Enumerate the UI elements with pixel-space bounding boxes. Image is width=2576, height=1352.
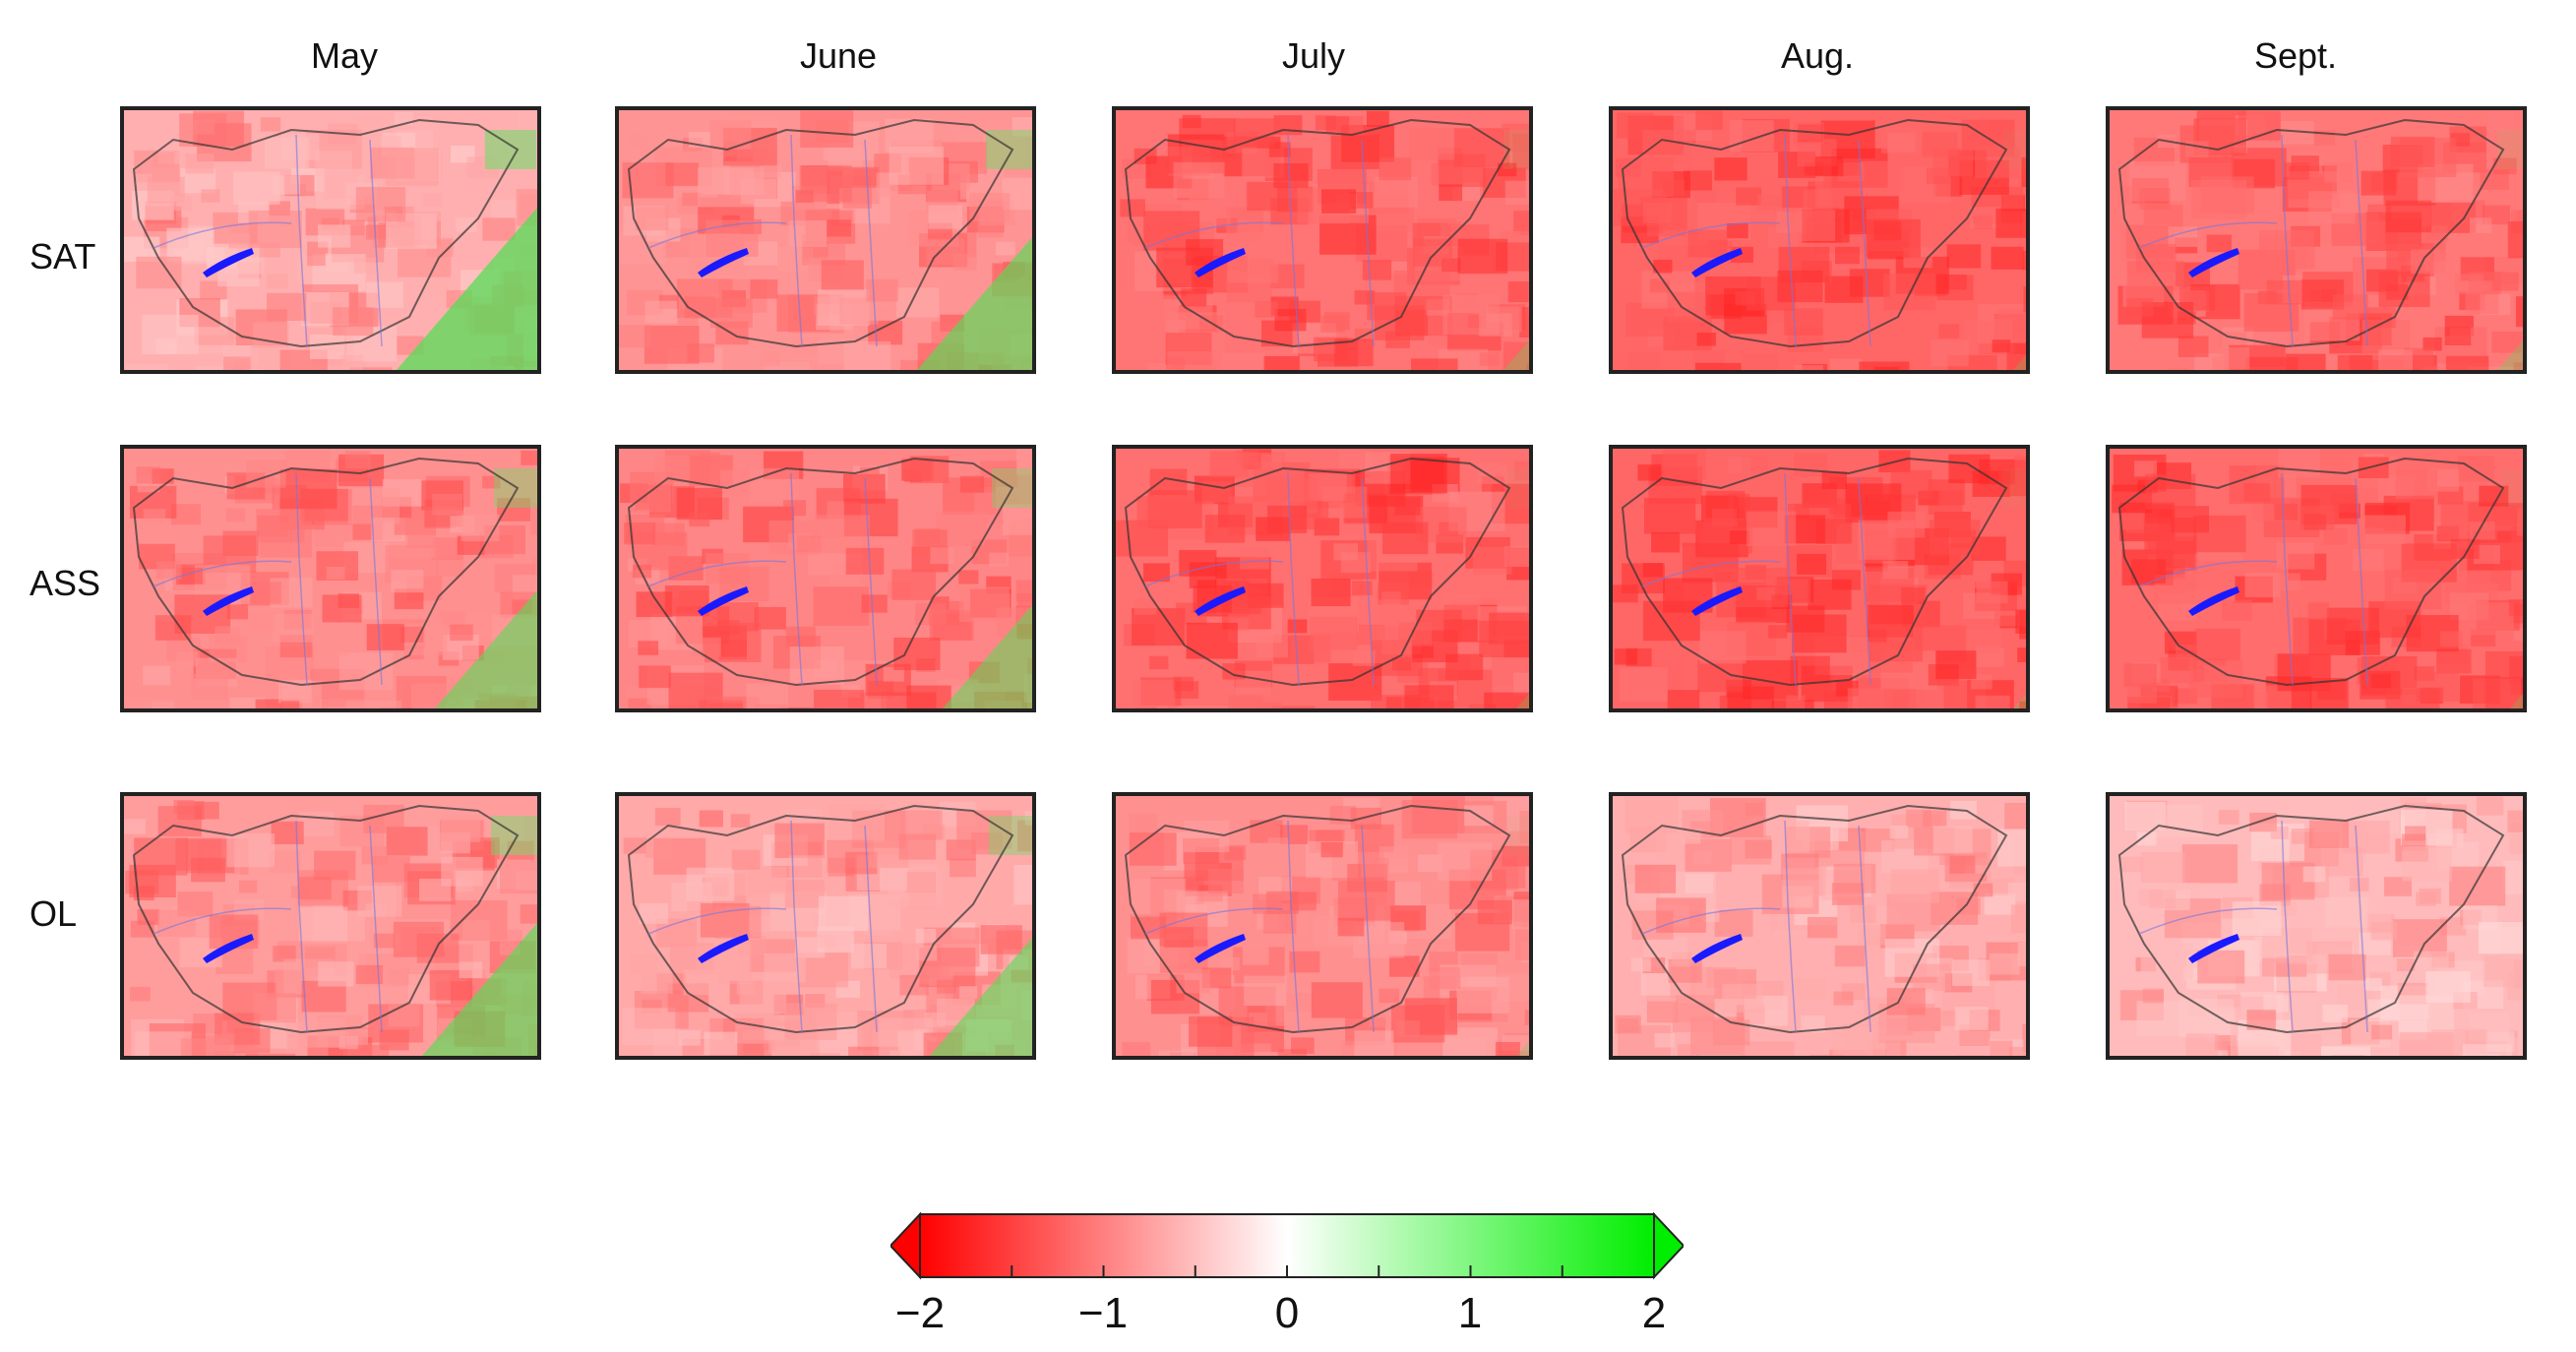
colorbar: [889, 1211, 1686, 1281]
country-border: [132, 457, 520, 687]
river-lines: [1144, 472, 1375, 686]
river-lines: [647, 820, 878, 1033]
lake-balaton: [1691, 248, 1743, 277]
lake-balaton: [2188, 248, 2239, 277]
map-field: [2110, 110, 2523, 370]
country-border: [2117, 457, 2505, 687]
column-title-sept: Sept.: [2253, 35, 2338, 76]
country-border: [627, 457, 1014, 687]
map-panel-sat-4: [2106, 106, 2527, 374]
lake-balaton: [698, 934, 749, 963]
map-field: [124, 449, 537, 708]
country-border: [132, 118, 520, 348]
map-panel-ol-3: [1609, 792, 2030, 1060]
country-border: [1124, 457, 1511, 687]
country-border: [1124, 804, 1511, 1034]
colorbar-tick-label: −1: [1077, 1289, 1129, 1337]
map-field: [2110, 796, 2523, 1056]
row-label-ol: OL: [30, 893, 78, 934]
map-panel-ass-2: [1112, 445, 1533, 712]
column-title-aug: Aug.: [1780, 35, 1855, 76]
country-border: [1621, 804, 2008, 1034]
colorbar-high-arrow: [1653, 1211, 1686, 1280]
lake-balaton: [1691, 586, 1743, 616]
river-lines: [1641, 472, 1871, 686]
country-border: [2117, 804, 2505, 1034]
river-lines: [153, 472, 383, 686]
lake-balaton: [698, 586, 749, 616]
river-lines: [2138, 134, 2368, 347]
map-panel-ass-0: [120, 445, 541, 712]
map-field: [1613, 796, 2026, 1056]
lake-balaton: [1195, 248, 1246, 277]
country-border: [132, 804, 520, 1034]
colorbar-tick-label: 0: [1274, 1289, 1300, 1337]
country-border: [1124, 118, 1511, 348]
river-lines: [2138, 472, 2368, 686]
river-lines: [1641, 820, 1871, 1033]
column-title-july: July: [1281, 35, 1346, 76]
map-panel-ass-3: [1609, 445, 2030, 712]
lake-balaton: [698, 248, 749, 277]
map-panel-sat-2: [1112, 106, 1533, 374]
river-lines: [1144, 820, 1375, 1033]
map-field: [1613, 110, 2026, 370]
river-lines: [2138, 820, 2368, 1033]
lake-balaton: [203, 934, 254, 963]
river-lines: [153, 134, 383, 347]
country-border: [1621, 118, 2008, 348]
lake-balaton: [1195, 586, 1246, 616]
lake-balaton: [2188, 586, 2239, 616]
map-field: [124, 796, 537, 1056]
country-border: [627, 804, 1014, 1034]
map-field: [1116, 796, 1529, 1056]
map-field: [2110, 449, 2523, 708]
lake-balaton: [1195, 934, 1246, 963]
colorbar-tick-label: 2: [1641, 1289, 1667, 1337]
map-field: [619, 449, 1032, 708]
map-panel-ol-0: [120, 792, 541, 1060]
map-field: [619, 796, 1032, 1056]
river-lines: [1641, 134, 1871, 347]
country-border: [2117, 118, 2505, 348]
map-panel-sat-1: [615, 106, 1036, 374]
map-field: [1116, 110, 1529, 370]
map-panel-ass-1: [615, 445, 1036, 712]
row-label-sat: SAT: [30, 236, 96, 277]
map-panel-ol-1: [615, 792, 1036, 1060]
column-title-may: May: [310, 35, 378, 76]
country-border: [627, 118, 1014, 348]
row-label-ass: ASS: [30, 563, 101, 603]
lake-balaton: [2188, 934, 2239, 963]
colorbar-tick-label: 1: [1457, 1289, 1483, 1337]
colorbar-low-arrow: [889, 1211, 921, 1280]
colorbar-graphic: [889, 1211, 1686, 1280]
river-lines: [153, 820, 383, 1033]
map-field: [124, 110, 537, 370]
country-border: [1621, 457, 2008, 687]
lake-balaton: [203, 248, 254, 277]
map-panel-ol-4: [2106, 792, 2527, 1060]
lake-balaton: [203, 586, 254, 616]
map-field: [619, 110, 1032, 370]
map-panel-sat-0: [120, 106, 541, 374]
map-panel-sat-3: [1609, 106, 2030, 374]
map-panel-ol-2: [1112, 792, 1533, 1060]
river-lines: [1144, 134, 1375, 347]
river-lines: [647, 134, 878, 347]
map-field: [1613, 449, 2026, 708]
map-field: [1116, 449, 1529, 708]
lake-balaton: [1691, 934, 1743, 963]
river-lines: [647, 472, 878, 686]
map-panel-ass-4: [2106, 445, 2527, 712]
colorbar-tick-label: −2: [894, 1289, 946, 1337]
column-title-june: June: [799, 35, 878, 76]
